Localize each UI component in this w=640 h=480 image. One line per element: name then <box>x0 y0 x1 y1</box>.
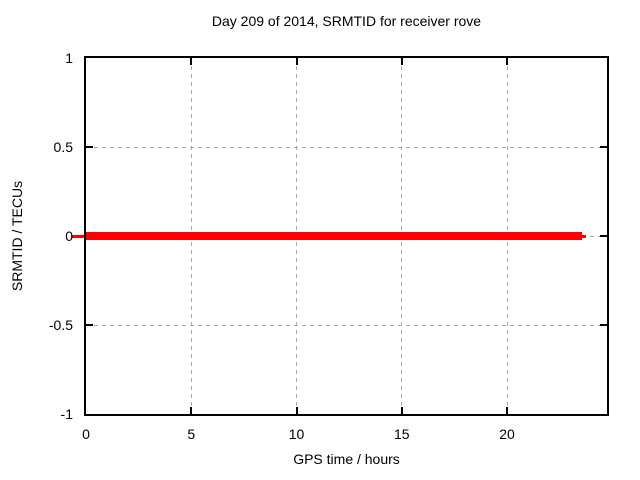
y-gridline <box>86 324 607 326</box>
x-tick-mark-bottom <box>295 407 298 414</box>
x-tick-label: 10 <box>288 426 305 442</box>
plot-area <box>72 56 609 416</box>
x-tick-label: 0 <box>82 426 90 442</box>
y-tick-label: 1 <box>65 50 73 66</box>
y-gridline <box>86 146 607 148</box>
x-tick-mark-top <box>190 58 193 65</box>
data-line-srmtid <box>86 232 582 240</box>
x-tick-mark-top <box>295 58 298 65</box>
y-tick-mark-right <box>600 146 607 148</box>
y-tick-mark-right <box>600 235 607 237</box>
y-tick-label: -0.5 <box>48 317 73 333</box>
y-tick-mark-left <box>86 324 93 326</box>
x-tick-mark-bottom <box>506 407 508 414</box>
x-tick-label: 15 <box>393 426 410 442</box>
x-tick-label: 20 <box>499 426 515 442</box>
x-axis-label: GPS time / hours <box>293 451 400 467</box>
x-tick-mark-top <box>506 58 508 65</box>
x-tick-mark-bottom <box>190 407 193 414</box>
y-tick-mark-left <box>86 146 93 148</box>
x-tick-mark-bottom <box>400 407 403 414</box>
x-tick-mark-top <box>400 58 403 65</box>
y-tick-label: -1 <box>60 406 73 422</box>
y-tick-label: 0.5 <box>53 139 73 155</box>
line-endcap-right <box>581 234 586 238</box>
y-tick-mark-right <box>600 324 607 326</box>
y-tick-label: 0 <box>65 228 73 244</box>
line-endcap-left <box>72 234 84 238</box>
x-tick-label: 5 <box>187 426 196 442</box>
chart-title: Day 209 of 2014, SRMTID for receiver rov… <box>211 13 482 29</box>
